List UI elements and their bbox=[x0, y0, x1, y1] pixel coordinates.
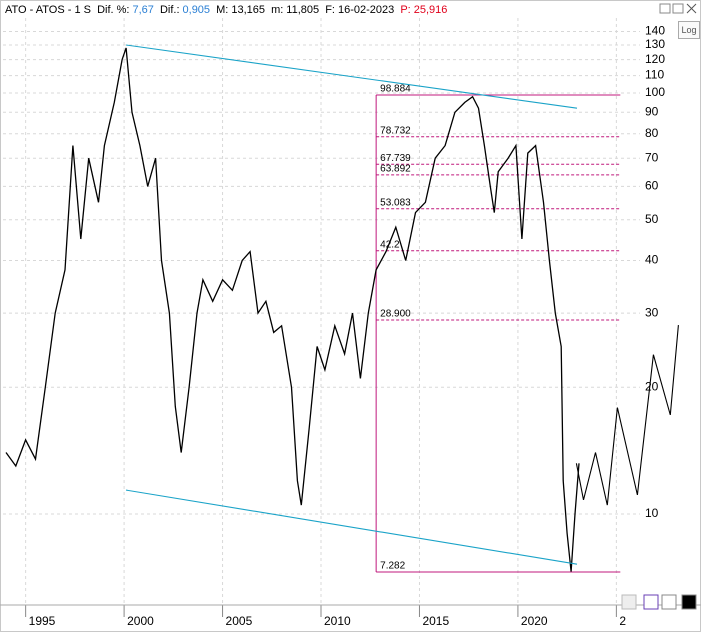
series-line bbox=[575, 325, 679, 506]
tool-button bbox=[661, 594, 677, 610]
log-button[interactable]: Log bbox=[678, 21, 700, 39]
y-tick-label: 50 bbox=[645, 212, 659, 226]
x-tick-label: 2020 bbox=[521, 614, 548, 628]
field-value: 13,165 bbox=[231, 4, 265, 16]
level-label: 28.900 bbox=[380, 309, 411, 320]
field-label: Dif.: bbox=[159, 4, 180, 16]
level-label: 63.892 bbox=[380, 164, 411, 175]
field-label: Dif. %: bbox=[97, 4, 130, 16]
y-tick-label: 120 bbox=[645, 52, 665, 66]
y-tick-label: 60 bbox=[645, 179, 659, 193]
y-tick-label: 100 bbox=[645, 85, 665, 99]
level-label: 42.2 bbox=[380, 239, 400, 250]
series-line bbox=[5, 47, 580, 572]
x-tick-label: 2005 bbox=[226, 614, 253, 628]
field-label: P: bbox=[400, 4, 411, 16]
y-tick-label: 90 bbox=[645, 104, 659, 118]
y-tick-label: 130 bbox=[645, 37, 665, 51]
level-label: 53.083 bbox=[380, 197, 411, 208]
series-line bbox=[126, 489, 578, 565]
level-label: 7.282 bbox=[380, 561, 405, 572]
field-value: 16-02-2023 bbox=[337, 4, 395, 16]
x-tick-label: 2015 bbox=[422, 614, 449, 628]
level-label: 78.732 bbox=[380, 125, 411, 136]
y-tick-label: 40 bbox=[645, 253, 659, 267]
y-tick-label: 20 bbox=[645, 379, 659, 393]
field-value: 11,805 bbox=[286, 4, 320, 16]
series-line bbox=[126, 44, 578, 109]
field-value: 25,916 bbox=[413, 4, 448, 16]
symbol: ATO - ATOS - 1 S bbox=[5, 4, 91, 16]
y-tick-label: 140 bbox=[645, 24, 665, 38]
tool-button bbox=[621, 594, 637, 610]
field-label: F: bbox=[325, 4, 335, 16]
y-tick-label: 30 bbox=[645, 305, 659, 319]
field-value: 0,905 bbox=[182, 4, 211, 16]
x-tick-label: 2010 bbox=[324, 614, 351, 628]
tool-button bbox=[681, 594, 697, 610]
y-tick-label: 10 bbox=[645, 506, 659, 520]
x-tick-label: 2 bbox=[619, 614, 626, 628]
minimize-button bbox=[659, 3, 671, 14]
maximize-button bbox=[672, 3, 684, 14]
y-tick-label: 80 bbox=[645, 126, 659, 140]
field-value: 7,67 bbox=[132, 4, 154, 16]
header: ATO - ATOS - 1 S Dif. %: 7,67 Dif.: 0,905 … bbox=[5, 4, 450, 16]
level-label: 67.739 bbox=[380, 153, 411, 164]
field-label: m: bbox=[271, 4, 284, 16]
tool-button bbox=[643, 594, 659, 610]
close-button bbox=[686, 3, 697, 14]
level-label: 98.884 bbox=[380, 84, 411, 95]
y-tick-label: 70 bbox=[645, 150, 659, 164]
x-tick-label: 2000 bbox=[127, 614, 154, 628]
field-label: M: bbox=[216, 4, 229, 16]
x-tick-label: 1995 bbox=[29, 614, 56, 628]
y-tick-label: 110 bbox=[645, 68, 664, 82]
